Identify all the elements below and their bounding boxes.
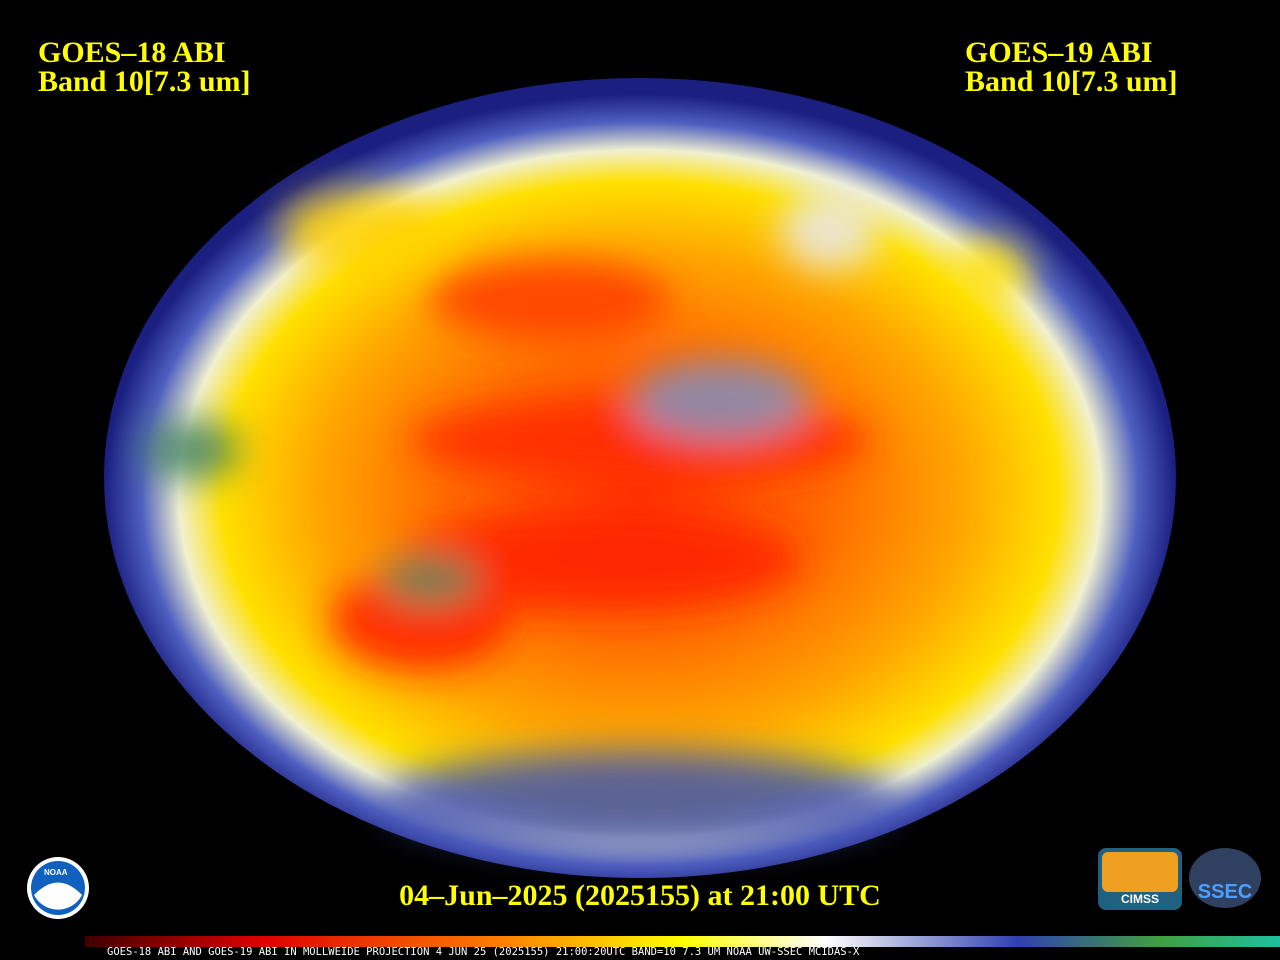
cimss-logo: CIMSS <box>1098 848 1182 910</box>
noaa-text: NOAA <box>44 868 68 877</box>
ssec-text: SSEC <box>1198 881 1252 903</box>
ssec-logo: SSEC <box>1189 848 1261 908</box>
cimss-text: CIMSS <box>1121 892 1159 906</box>
right-band: Band 10[7.3 um] <box>965 65 1178 98</box>
noaa-logo: NOAA <box>27 857 89 919</box>
right-title: GOES–19 ABI <box>965 36 1153 69</box>
timestamp: 04–Jun–2025 (2025155) at 21:00 UTC <box>399 879 881 912</box>
color-bar <box>85 936 1280 947</box>
footer-text: GOES-18 ABI AND GOES-19 ABI IN MOLLWEIDE… <box>107 946 860 958</box>
left-title: GOES–18 ABI <box>38 36 226 69</box>
globe <box>104 78 1176 878</box>
left-band: Band 10[7.3 um] <box>38 65 251 98</box>
